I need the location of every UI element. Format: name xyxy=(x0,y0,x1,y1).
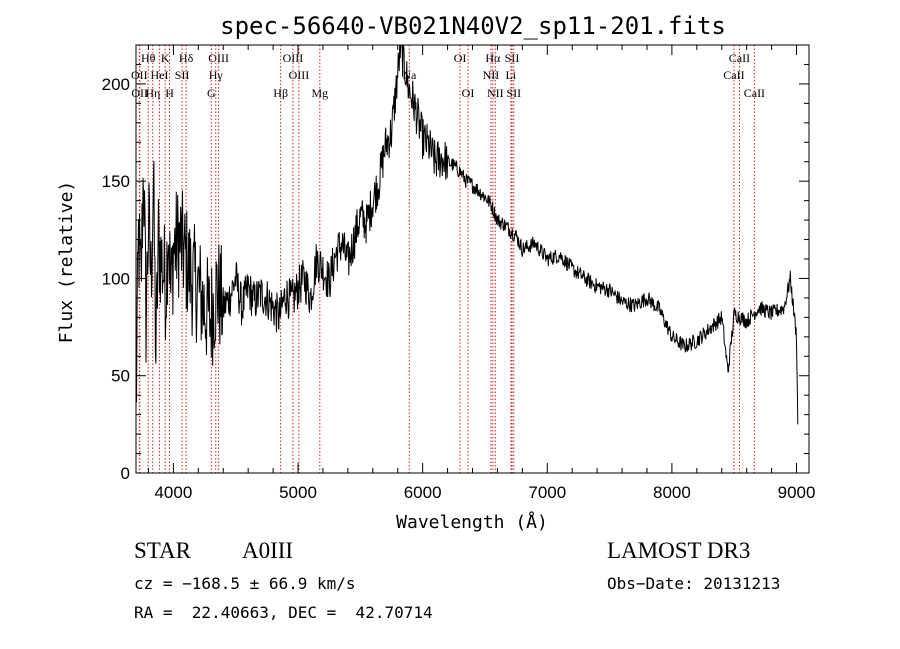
line-markers: Hθ K Hδ OIII OIII OI Hα SII CaII OII HeI SII Hγ OIII N… xyxy=(131,45,765,473)
line-marker-label-22: Hβ xyxy=(273,86,288,100)
y-tick-label-0: 0 xyxy=(121,464,130,483)
line-marker-label-13: OIII xyxy=(289,68,310,82)
x-tick-label-0: 4000 xyxy=(154,483,192,502)
y-tick-label-1: 50 xyxy=(111,367,130,386)
object-subclass: A0III xyxy=(242,538,294,563)
line-marker-label-11: SII xyxy=(175,68,190,82)
y-tick-label-4: 200 xyxy=(102,75,130,94)
line-marker-label-10: HeI xyxy=(151,68,169,82)
survey-name: LAMOST DR3 xyxy=(607,538,751,563)
spectrum-series xyxy=(135,44,799,425)
line-marker-label-9: OII xyxy=(131,68,148,82)
line-marker-label-3: OIII xyxy=(208,51,229,65)
x-tick-label-4: 8000 xyxy=(653,483,691,502)
line-marker-label-8: CaII xyxy=(729,51,750,65)
axis-ticks: 4000 5000 6000 7000 8000 9000 0 50 100 150 200 xyxy=(102,45,816,502)
line-marker-label-4: OIII xyxy=(283,51,304,65)
x-tick-label-3: 7000 xyxy=(528,483,566,502)
line-marker-label-17: CaII xyxy=(723,68,744,82)
line-marker-label-12: Hγ xyxy=(209,68,224,82)
plot-frame xyxy=(135,44,810,474)
line-marker-label-2: Hδ xyxy=(179,51,194,65)
object-class: STAR xyxy=(134,538,191,563)
x-axis-label: Wavelength (Å) xyxy=(396,511,548,533)
line-marker-label-15: NII xyxy=(483,68,500,82)
line-marker-label-23: Mg xyxy=(311,86,328,100)
coordinates: RA = 22.40663, DEC = 42.70714 xyxy=(134,603,433,622)
y-tick-label-3: 150 xyxy=(102,172,130,191)
line-marker-label-26: SII xyxy=(506,86,521,100)
y-axis-label: Flux (relative) xyxy=(56,181,77,344)
series-line-0 xyxy=(135,44,799,425)
line-marker-label-19: Hη xyxy=(145,86,160,100)
redshift-cz: cz = −168.5 ± 66.9 km/s xyxy=(134,574,356,593)
line-marker-label-1: K xyxy=(161,51,170,65)
line-marker-label-24: OI xyxy=(462,86,475,100)
y-tick-label-2: 100 xyxy=(102,269,130,288)
chart-title: spec-56640-VB021N40V2_sp11-201.fits xyxy=(220,12,726,40)
line-marker-label-25: NII xyxy=(487,86,504,100)
line-marker-label-16: Li xyxy=(506,68,517,82)
x-tick-label-1: 5000 xyxy=(279,483,317,502)
line-marker-label-27: CaII xyxy=(744,86,765,100)
x-tick-label-5: 9000 xyxy=(778,483,816,502)
line-marker-label-6: Hα xyxy=(485,51,501,65)
line-marker-label-5: OI xyxy=(454,51,467,65)
line-marker-label-0: Hθ xyxy=(141,51,156,65)
line-marker-label-7: SII xyxy=(505,51,520,65)
observation-date: Obs−Date: 20131213 xyxy=(607,574,781,593)
line-marker-label-20: H xyxy=(165,86,174,100)
line-marker-label-21: G xyxy=(207,86,216,100)
x-tick-label-2: 6000 xyxy=(404,483,442,502)
